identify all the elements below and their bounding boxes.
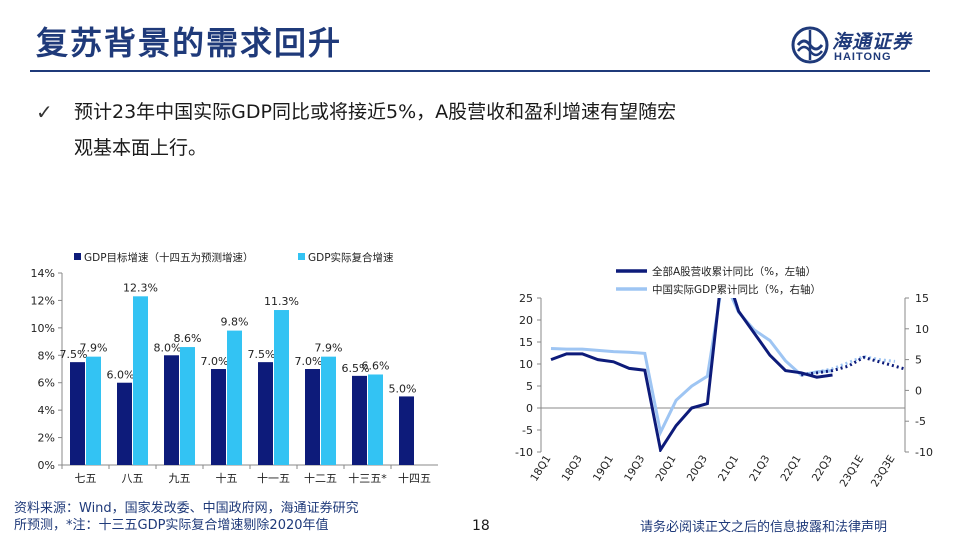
checkmark-icon: ✓ xyxy=(36,100,53,124)
bar-target-2 xyxy=(164,355,179,465)
line-x-tick-label: 20Q3 xyxy=(685,453,710,483)
bar-actual-4 xyxy=(274,310,289,465)
bar-actual-0 xyxy=(86,356,101,465)
line-x-tick-label: 23Q1E xyxy=(838,453,867,489)
bar-actual-label: 11.3% xyxy=(264,295,299,308)
line-x-tick-label: 22Q3 xyxy=(810,453,835,483)
bar-actual-2 xyxy=(180,347,195,465)
line-legend-revenue: 全部A股营收累计同比（%，左轴） xyxy=(652,265,816,278)
bar-x-tick-label: 八五 xyxy=(122,472,144,485)
bar-target-1 xyxy=(117,382,132,465)
source-note-line-2: 所预测，*注：十三五GDP实际复合增速剔除2020年值 xyxy=(14,518,329,533)
logo-text-en: HAITONG xyxy=(834,51,892,63)
bar-actual-1 xyxy=(133,296,148,465)
bar-actual-label: 9.8% xyxy=(221,316,249,329)
bar-legend-target: GDP目标增速（十四五为预测增速） xyxy=(84,251,254,264)
bullet-point: ✓ 预计23年中国实际GDP同比或将接近5%，A股营收和盈利增速有望随宏 观基本… xyxy=(36,94,926,166)
bar-actual-label: 8.6% xyxy=(174,332,202,345)
line-left-tick-label: -5 xyxy=(522,424,533,437)
bullet-line-1: 预计23年中国实际GDP同比或将接近5%，A股营收和盈利增速有望随宏 xyxy=(74,101,677,123)
disclaimer: 请务必阅读正文之后的信息披露和法律声明 xyxy=(640,520,888,535)
line-x-tick-label: 19Q3 xyxy=(622,453,647,483)
haitong-emblem-icon xyxy=(791,26,829,64)
line-left-tick-label: 5 xyxy=(526,380,533,393)
line-x-tick-label: 21Q1 xyxy=(716,453,741,483)
bar-target-label: 7.5% xyxy=(60,348,88,361)
line-left-tick-label: 10 xyxy=(519,358,533,371)
line-x-tick-label: 23Q3E xyxy=(869,453,898,489)
revenue-line xyxy=(550,298,833,452)
title-divider xyxy=(30,70,930,72)
bar-x-tick-label: 十一五 xyxy=(257,471,290,485)
gdp-projection-line xyxy=(816,354,896,374)
bar-legend-swatch-target xyxy=(74,253,81,260)
bar-target-label: 7.5% xyxy=(248,348,276,361)
line-left-tick-label: -10 xyxy=(515,446,533,459)
bar-actual-label: 7.9% xyxy=(315,342,343,355)
bar-x-tick-label: 七五 xyxy=(75,472,97,485)
bar-legend-actual: GDP实际复合增速 xyxy=(308,251,394,264)
slide-title: 复苏背景的需求回升 xyxy=(36,24,343,62)
line-left-tick-label: 20 xyxy=(519,314,533,327)
bar-target-0 xyxy=(70,362,85,465)
line-legend-gdp: 中国实际GDP累计同比（%，右轴） xyxy=(652,283,821,296)
bar-y-tick-label: 6% xyxy=(38,377,55,390)
bar-target-label: 6.5% xyxy=(342,362,370,375)
bar-target-label: 6.0% xyxy=(107,369,135,382)
bar-y-tick-label: 8% xyxy=(38,349,55,362)
bar-target-5 xyxy=(305,369,320,465)
source-note-line-1: 资料来源：Wind，国家发改委、中国政府网，海通证券研究 xyxy=(14,501,359,516)
line-left-tick-label: 15 xyxy=(519,336,533,349)
bar-y-tick-label: 0% xyxy=(38,459,55,472)
line-x-tick-label: 22Q1 xyxy=(779,453,804,483)
bar-legend-swatch-actual xyxy=(298,253,305,260)
logo-text-cn: 海通证券 xyxy=(832,31,913,53)
line-x-tick-label: 20Q1 xyxy=(653,453,678,483)
line-right-tick-label: 5 xyxy=(915,354,922,367)
bar-x-tick-label: 十三五* xyxy=(348,471,387,485)
bar-actual-label: 12.3% xyxy=(123,281,158,294)
line-right-tick-label: 15 xyxy=(915,292,929,305)
revenue-projection-line xyxy=(800,355,905,377)
bar-y-tick-label: 14% xyxy=(31,267,55,280)
bar-target-6 xyxy=(352,375,367,465)
bar-x-tick-label: 十二五 xyxy=(304,471,337,485)
line-x-tick-label: 18Q3 xyxy=(560,453,585,483)
line-right-tick-label: -5 xyxy=(915,415,926,428)
bar-y-tick-label: 10% xyxy=(31,322,55,335)
company-logo: 海通证券 HAITONG xyxy=(790,25,950,69)
bar-target-label: 7.0% xyxy=(295,355,323,368)
bar-target-4 xyxy=(258,362,273,465)
line-x-tick-label: 21Q3 xyxy=(747,453,772,483)
bar-y-tick-label: 4% xyxy=(38,404,55,417)
bar-x-tick-label: 九五 xyxy=(169,472,191,485)
bar-actual-3 xyxy=(227,330,242,465)
bullet-line-2: 观基本面上行。 xyxy=(74,137,208,159)
line-left-tick-label: 0 xyxy=(526,402,533,415)
gdp-line xyxy=(550,298,833,437)
bar-actual-label: 7.9% xyxy=(80,342,108,355)
line-right-tick-label: 10 xyxy=(915,323,929,336)
line-right-tick-label: -10 xyxy=(915,446,933,459)
bar-x-tick-label: 十五 xyxy=(216,471,238,485)
bar-x-tick-label: 十四五 xyxy=(398,471,431,485)
line-x-tick-label: 19Q1 xyxy=(591,453,616,483)
bar-actual-label: 6.6% xyxy=(362,359,390,372)
source-note: 资料来源：Wind，国家发改委、中国政府网，海通证券研究 所预测，*注：十三五G… xyxy=(14,500,454,534)
bar-y-tick-label: 2% xyxy=(38,432,55,445)
bar-y-tick-label: 12% xyxy=(31,294,55,307)
bar-target-label: 7.0% xyxy=(201,355,229,368)
page-number: 18 xyxy=(472,518,490,534)
line-right-tick-label: 0 xyxy=(915,384,922,397)
bar-target-7 xyxy=(399,396,414,465)
bar-target-3 xyxy=(211,369,226,465)
bar-target-label: 5.0% xyxy=(389,382,417,395)
bar-target-label: 8.0% xyxy=(154,341,182,354)
bar-actual-5 xyxy=(321,356,336,465)
bar-actual-6 xyxy=(368,374,383,465)
line-left-tick-label: 25 xyxy=(519,292,533,305)
